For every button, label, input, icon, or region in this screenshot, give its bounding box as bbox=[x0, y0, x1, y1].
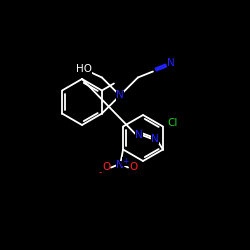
Text: O: O bbox=[129, 162, 137, 172]
Text: N: N bbox=[151, 134, 159, 143]
Text: N: N bbox=[167, 58, 175, 68]
Text: +: + bbox=[122, 157, 128, 166]
Text: O: O bbox=[102, 162, 110, 172]
Text: N: N bbox=[116, 90, 124, 101]
Text: N: N bbox=[135, 130, 143, 140]
Text: HO: HO bbox=[76, 64, 92, 74]
Text: -: - bbox=[98, 168, 102, 177]
Text: N: N bbox=[116, 160, 124, 170]
Text: Cl: Cl bbox=[168, 118, 178, 128]
